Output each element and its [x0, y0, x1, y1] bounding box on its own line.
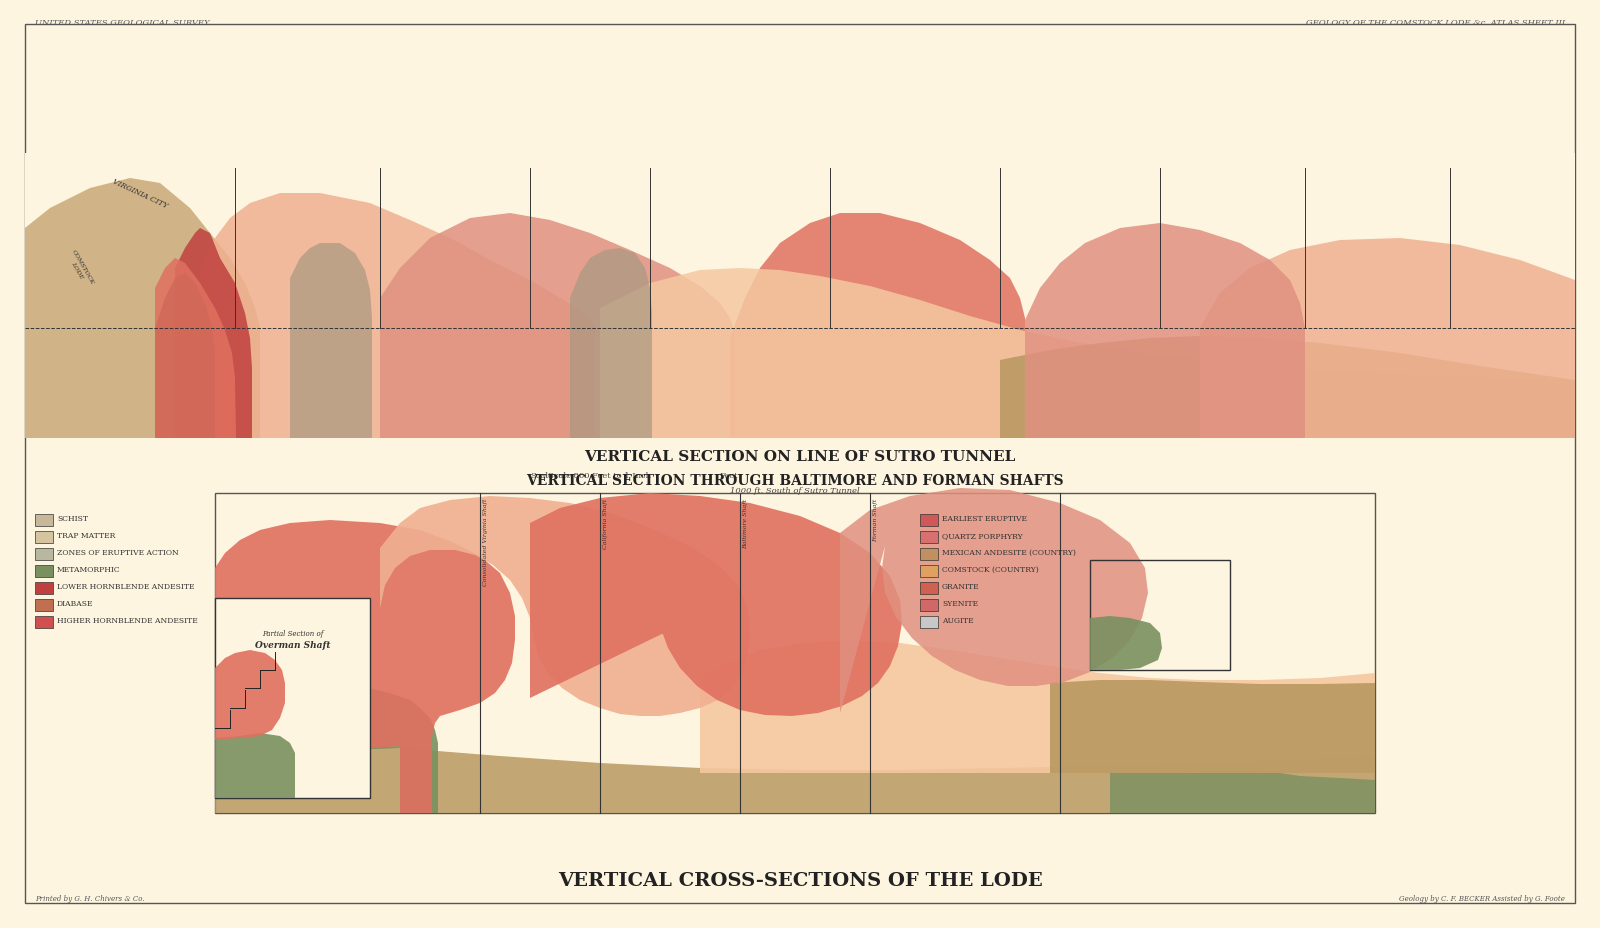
- Polygon shape: [381, 496, 750, 716]
- Text: Forman Shaft: Forman Shaft: [874, 498, 878, 542]
- Polygon shape: [530, 494, 902, 716]
- Polygon shape: [730, 213, 1026, 439]
- Text: MEXICAN ANDESITE (COUNTRY): MEXICAN ANDESITE (COUNTRY): [942, 548, 1075, 557]
- Polygon shape: [701, 640, 1374, 773]
- Polygon shape: [570, 249, 653, 439]
- Text: 1000 ft. South of Sutro Tunnel: 1000 ft. South of Sutro Tunnel: [730, 486, 859, 495]
- Text: TRAP MATTER: TRAP MATTER: [58, 532, 115, 539]
- Bar: [214, 494, 1374, 813]
- Text: Baltimore Shaft: Baltimore Shaft: [742, 498, 749, 548]
- Text: COMSTOCK (COUNTRY): COMSTOCK (COUNTRY): [942, 565, 1038, 574]
- Text: HIGHER HORNBLENDE ANDESITE: HIGHER HORNBLENDE ANDESITE: [58, 616, 198, 625]
- Text: METAMORPHIC: METAMORPHIC: [58, 565, 120, 574]
- Text: GRANITE: GRANITE: [942, 583, 979, 590]
- Text: Feet: Feet: [720, 471, 739, 480]
- Bar: [35, 532, 53, 544]
- Polygon shape: [214, 651, 285, 741]
- Polygon shape: [1110, 767, 1374, 813]
- Bar: [920, 532, 938, 544]
- Polygon shape: [174, 229, 253, 439]
- Text: EARLIEST ERUPTIVE: EARLIEST ERUPTIVE: [942, 514, 1027, 522]
- Text: SYENITE: SYENITE: [942, 599, 978, 607]
- Polygon shape: [1050, 680, 1374, 773]
- Text: SCHIST: SCHIST: [58, 514, 88, 522]
- Bar: [920, 548, 938, 561]
- Text: AUGITE: AUGITE: [942, 616, 974, 625]
- Text: Scale 800 Feet to 1 Inch: Scale 800 Feet to 1 Inch: [549, 471, 651, 480]
- Polygon shape: [155, 259, 237, 439]
- Bar: [920, 583, 938, 594]
- Bar: [26, 154, 1574, 439]
- Bar: [35, 514, 53, 526]
- Polygon shape: [26, 179, 259, 439]
- Bar: [35, 565, 53, 577]
- Polygon shape: [290, 244, 371, 439]
- Text: DIABASE: DIABASE: [58, 599, 93, 607]
- Bar: [35, 616, 53, 628]
- Bar: [35, 583, 53, 594]
- Polygon shape: [381, 213, 734, 439]
- Polygon shape: [1000, 337, 1574, 439]
- Text: LOWER HORNBLENDE ANDESITE: LOWER HORNBLENDE ANDESITE: [58, 583, 195, 590]
- Text: COMSTOCK
LODE: COMSTOCK LODE: [66, 249, 94, 289]
- Polygon shape: [1200, 238, 1574, 439]
- Bar: [920, 565, 938, 577]
- Text: GEOLOGY OF THE COMSTOCK LODE &c  ATLAS SHEET III: GEOLOGY OF THE COMSTOCK LODE &c ATLAS SH…: [1306, 19, 1565, 27]
- Text: Partial Section of: Partial Section of: [262, 629, 323, 638]
- Polygon shape: [214, 678, 438, 813]
- Bar: [920, 616, 938, 628]
- Text: VERTICAL CROSS-SECTIONS OF THE LODE: VERTICAL CROSS-SECTIONS OF THE LODE: [558, 871, 1042, 889]
- Text: UNITED STATES GEOLOGICAL SURVEY: UNITED STATES GEOLOGICAL SURVEY: [35, 19, 210, 27]
- Text: VIRGINIA CITY: VIRGINIA CITY: [110, 177, 170, 210]
- Text: Overman Shaft: Overman Shaft: [256, 641, 331, 650]
- Polygon shape: [214, 521, 515, 813]
- Polygon shape: [214, 733, 1374, 813]
- Polygon shape: [1090, 616, 1162, 670]
- Bar: [214, 599, 370, 798]
- Bar: [1090, 561, 1230, 670]
- Text: Scale: Scale: [530, 471, 554, 480]
- Text: Geology by C. F. BECKER Assisted by G. Foote: Geology by C. F. BECKER Assisted by G. F…: [1398, 894, 1565, 902]
- Bar: [920, 514, 938, 526]
- Bar: [920, 599, 938, 612]
- Text: ZONES OF ERUPTIVE ACTION: ZONES OF ERUPTIVE ACTION: [58, 548, 179, 557]
- Text: QUARTZ PORPHYRY: QUARTZ PORPHYRY: [942, 532, 1022, 539]
- Bar: [35, 599, 53, 612]
- Text: Consolidated Virginia Shaft: Consolidated Virginia Shaft: [483, 498, 488, 586]
- Text: California Shaft: California Shaft: [603, 498, 608, 548]
- Polygon shape: [840, 488, 1149, 714]
- Polygon shape: [1026, 224, 1306, 439]
- Text: Printed by G. H. Chivers & Co.: Printed by G. H. Chivers & Co.: [35, 894, 144, 902]
- Polygon shape: [155, 274, 214, 439]
- Polygon shape: [200, 194, 595, 439]
- Polygon shape: [600, 269, 1574, 439]
- Bar: [35, 548, 53, 561]
- Text: VERTICAL SECTION ON LINE OF SUTRO TUNNEL: VERTICAL SECTION ON LINE OF SUTRO TUNNEL: [584, 449, 1016, 463]
- Text: VERTICAL SECTION THROUGH BALTIMORE AND FORMAN SHAFTS: VERTICAL SECTION THROUGH BALTIMORE AND F…: [526, 473, 1064, 487]
- Polygon shape: [214, 733, 294, 798]
